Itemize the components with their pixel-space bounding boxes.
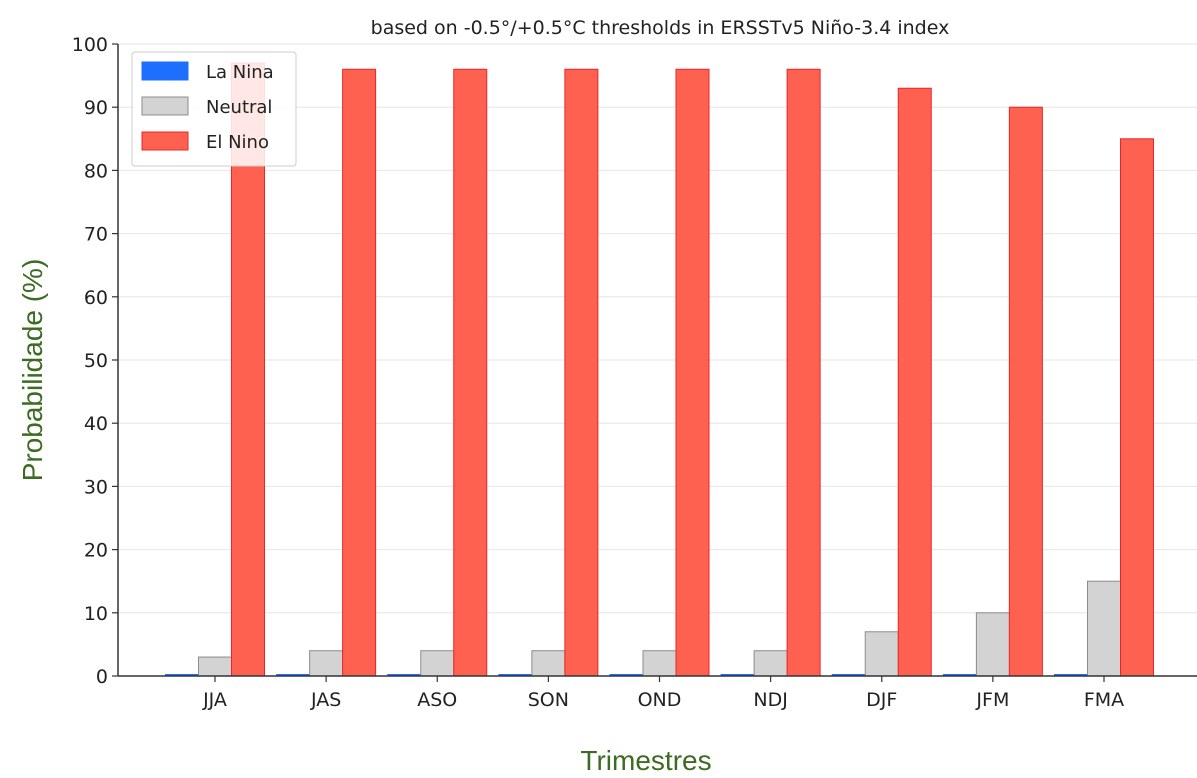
bar-neutral xyxy=(531,650,566,677)
bar-el-nino xyxy=(897,87,932,677)
bar-neutral xyxy=(309,650,344,677)
y-tick-label: 10 xyxy=(84,603,108,625)
legend-swatch xyxy=(141,96,189,116)
bar-neutral xyxy=(420,650,455,677)
x-tick-label: JAS xyxy=(310,689,341,711)
bar-el-nino xyxy=(1120,138,1154,677)
bar-neutral xyxy=(864,631,899,677)
y-tick-label: 90 xyxy=(84,97,108,119)
y-tick-label: 0 xyxy=(96,666,108,688)
x-tick-label: DJF xyxy=(866,689,897,711)
bar-el-nino xyxy=(342,68,377,677)
y-tick-label: 70 xyxy=(84,224,108,246)
bar-el-nino xyxy=(453,68,488,677)
x-tick-label: FMA xyxy=(1084,689,1124,711)
legend-label: El Nino xyxy=(206,132,269,153)
bars xyxy=(165,62,1154,677)
x-tick-label: NDJ xyxy=(753,689,787,711)
y-axis-label: Probabilidade (%) xyxy=(17,259,48,482)
legend-label: La Nina xyxy=(206,62,274,83)
legend: La Nina Neutral El Nino xyxy=(131,51,297,167)
y-ticks: 0 10 20 30 40 50 60 70 80 90 100 xyxy=(72,34,118,688)
gridlines xyxy=(118,43,1197,614)
bar-el-nino xyxy=(564,68,599,677)
y-tick-label: 40 xyxy=(84,413,108,435)
x-tick-label: ASO xyxy=(417,689,457,711)
x-tick-label: JJA xyxy=(202,689,227,711)
chart-title: based on -0.5°/+0.5°C thresholds in ERSS… xyxy=(371,17,950,39)
bar-el-nino xyxy=(786,68,821,677)
x-tick-label: SON xyxy=(528,689,569,711)
bar-neutral xyxy=(1087,580,1121,677)
legend-label: Neutral xyxy=(206,97,272,118)
bar-neutral xyxy=(975,612,1010,677)
legend-swatch xyxy=(141,61,189,81)
legend-swatch xyxy=(141,131,189,151)
bar-el-nino xyxy=(675,68,710,677)
bar-neutral xyxy=(642,650,677,677)
x-axis-label: Trimestres xyxy=(580,745,711,776)
y-tick-label: 30 xyxy=(84,476,108,498)
y-tick-label: 80 xyxy=(84,160,108,182)
x-ticks: JJA JAS ASO SON OND NDJ DJF JFM FMA xyxy=(202,676,1124,711)
y-tick-label: 50 xyxy=(84,350,108,372)
bar-neutral xyxy=(753,650,788,677)
x-tick-label: OND xyxy=(638,689,682,711)
y-tick-label: 20 xyxy=(84,540,108,562)
bar-neutral xyxy=(198,656,232,677)
y-tick-label: 60 xyxy=(84,287,108,309)
bar-el-nino xyxy=(1008,106,1043,677)
x-tick-label: JFM xyxy=(975,689,1009,711)
y-tick-label: 100 xyxy=(72,34,108,56)
